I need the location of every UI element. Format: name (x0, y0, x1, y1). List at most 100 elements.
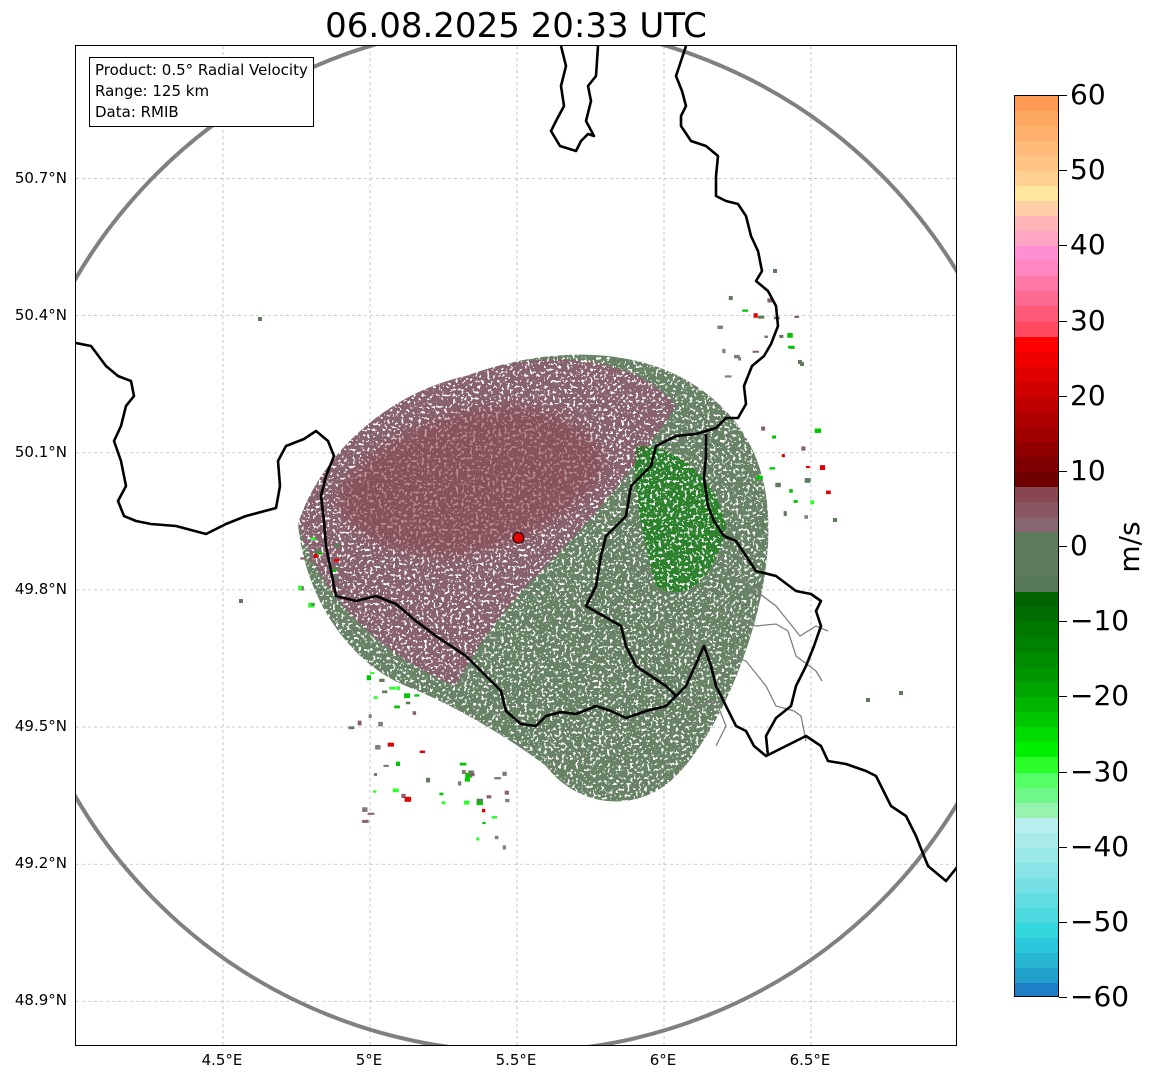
clutter-speck (756, 475, 763, 480)
colorbar-tick-mark (1059, 997, 1067, 998)
clutter-speck (463, 800, 470, 805)
clutter-speck (373, 790, 377, 793)
colorbar-segment (1015, 967, 1058, 984)
lat-tick-label: 49.2°N (14, 854, 67, 873)
country-borders (76, 46, 956, 883)
clutter-speck (486, 795, 492, 799)
info-product: Product: 0.5° Radial Velocity (95, 61, 308, 79)
colorbar-segment (1015, 982, 1058, 996)
radar-site-marker (512, 531, 525, 544)
clutter-speck (724, 375, 732, 378)
clutter-specks (239, 269, 903, 850)
clutter-speck (800, 362, 804, 366)
colorbar-segment (1015, 952, 1058, 969)
lon-tick-label: 6°E (649, 1051, 677, 1069)
colorbar-segment (1015, 321, 1058, 338)
clutter-speck (379, 678, 385, 683)
colorbar-segment (1015, 682, 1058, 698)
clutter-speck (310, 537, 316, 540)
map-panel[interactable] (75, 45, 957, 1046)
clutter-speck (775, 482, 781, 488)
velocity-echoes (298, 354, 769, 802)
colorbar-segment (1015, 366, 1058, 383)
clutter-speck (722, 348, 726, 354)
colorbar-segment (1015, 126, 1058, 142)
clutter-speck (781, 454, 785, 458)
clutter-speck (804, 478, 811, 483)
colorbar-tick-mark (1059, 245, 1067, 247)
colorbar-segment (1015, 847, 1058, 864)
clutter-speck (476, 801, 483, 806)
colorbar-segment (1015, 471, 1058, 488)
clutter-speck (794, 315, 799, 318)
colorbar-segment (1015, 607, 1058, 623)
clutter-speck (494, 835, 499, 840)
radar-site-dot (512, 531, 525, 544)
clutter-speck (738, 357, 742, 361)
clutter-speck (333, 566, 340, 570)
colorbar-segment (1015, 727, 1058, 744)
colorbar-segment (1015, 787, 1058, 804)
lon-tick-label: 4.5°E (201, 1051, 243, 1069)
colorbar-segment (1015, 652, 1058, 668)
colorbar-tick-label: −10 (1070, 604, 1130, 638)
colorbar-segment (1015, 832, 1058, 849)
clutter-speck (392, 788, 399, 793)
clutter-speck (401, 793, 406, 799)
clutter-speck (389, 686, 396, 690)
clutter-speck (412, 711, 417, 715)
colorbar-tick-label: 40 (1070, 228, 1106, 262)
clutter-speck (468, 770, 474, 775)
colorbar-tick-mark (1059, 696, 1067, 698)
clutter-speck (461, 769, 466, 775)
clutter-speck (311, 603, 315, 606)
clutter-speck (367, 812, 375, 815)
colorbar-segment (1015, 697, 1058, 713)
clutter-speck (457, 781, 462, 786)
clutter-speck (789, 489, 793, 493)
colorbar-tick-mark (1059, 771, 1067, 773)
colorbar-segment (1015, 111, 1058, 127)
clutter-speck (482, 821, 486, 825)
clutter-speck (441, 801, 446, 805)
clutter-speck (783, 511, 787, 516)
colorbar-segment (1015, 291, 1058, 308)
colorbar-segment (1015, 201, 1058, 217)
clutter-speck (772, 435, 777, 439)
clutter-speck (334, 558, 340, 562)
clutter-speck (404, 693, 410, 699)
clutter-speck (804, 515, 809, 519)
colorbar-tick-label: −50 (1070, 904, 1130, 938)
colorbar-segment (1015, 486, 1058, 503)
clutter-speck (801, 446, 806, 451)
lat-tick-label: 50.4°N (14, 305, 67, 324)
clutter-speck (805, 465, 810, 469)
clutter-speck (753, 313, 758, 318)
clutter-speck (757, 315, 765, 319)
colorbar-segment (1015, 802, 1058, 819)
colorbar-segment (1015, 246, 1058, 262)
clutter-speck (464, 777, 470, 782)
clutter-speck (405, 701, 411, 705)
lat-tick-label: 48.9°N (14, 991, 67, 1010)
clutter-speck (787, 332, 793, 338)
clutter-speck (426, 777, 431, 783)
clutter-speck (324, 574, 328, 580)
clutter-speck (728, 295, 733, 301)
colorbar-segment (1015, 351, 1058, 368)
clutter-speck (833, 518, 837, 522)
colorbar-unit-label: m/s (1113, 521, 1146, 573)
clutter-speck (419, 750, 426, 754)
clutter-speck (439, 792, 444, 796)
clutter-speck (313, 553, 318, 559)
clutter-speck (767, 298, 773, 303)
clutter-speck (717, 325, 723, 329)
colorbar-segment (1015, 171, 1058, 187)
lat-tick-label: 49.8°N (14, 579, 67, 598)
clutter-speck (357, 720, 362, 726)
colorbar-segment (1015, 516, 1058, 533)
colorbar-segment (1015, 742, 1058, 759)
clutter-speck (494, 777, 501, 780)
colorbar-tick-mark (1059, 846, 1067, 848)
